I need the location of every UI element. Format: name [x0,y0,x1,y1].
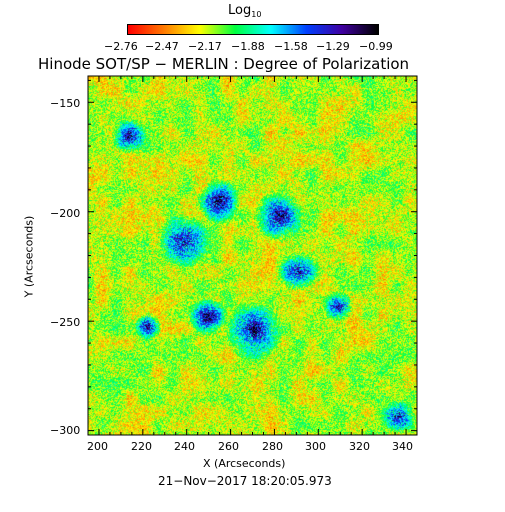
x-tick-label: 260 [218,440,239,453]
colorbar-tick-label: −2.17 [188,40,222,53]
x-tick-label: 240 [174,440,195,453]
colorbar-tick-label: −1.88 [231,40,265,53]
x-tick-label: 220 [131,440,152,453]
x-tick-label: 340 [392,440,413,453]
y-tick-label: −200 [50,207,81,220]
y-axis-label: Y (Arcseconds) [22,215,36,298]
colorbar-tick-label: −2.47 [145,40,179,53]
colorbar-tick-label: −0.99 [359,40,393,53]
y-tick-label: −300 [50,424,81,437]
timestamp: 21−Nov−2017 18:20:05.973 [158,474,332,488]
polarization-map-image [88,76,417,435]
x-tick-label: 200 [87,440,108,453]
colorbar-tick-labels: −2.76 −2.47 −2.17 −1.88 −1.58 −1.29 −0.9… [100,40,400,54]
plot-title: Hinode SOT/SP − MERLIN : Degree of Polar… [38,55,410,73]
colorbar-title: Log10 [228,3,262,19]
colorbar-tick-label: −2.76 [104,40,138,53]
y-tick-label: −250 [50,316,81,329]
x-axis-label: X (Arcseconds) [203,457,286,470]
x-tick-label: 300 [305,440,326,453]
colorbar [127,24,379,35]
colorbar-tick-label: −1.58 [274,40,308,53]
y-tick-label: −150 [50,97,81,110]
x-tick-label: 280 [262,440,283,453]
x-tick-label: 320 [349,440,370,453]
colorbar-tick-label: −1.29 [316,40,350,53]
